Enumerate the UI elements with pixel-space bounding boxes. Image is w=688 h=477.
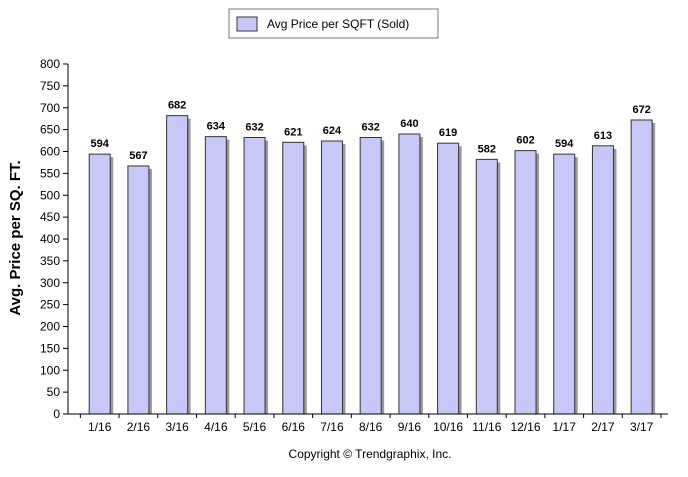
bar-5/16 bbox=[243, 137, 266, 415]
data-label: 624 bbox=[323, 125, 342, 137]
x-tick-label: 8/16 bbox=[359, 420, 383, 434]
x-tick-label: 6/16 bbox=[282, 420, 306, 434]
data-label: 632 bbox=[245, 122, 263, 134]
bar-6/16 bbox=[282, 141, 305, 415]
bar-9/16 bbox=[398, 133, 421, 415]
bar-2/16 bbox=[127, 165, 150, 415]
bar-series: 594 567 682 634 632 621 624 632 640 619 582 602 594 6… bbox=[88, 100, 656, 415]
data-label: 582 bbox=[478, 143, 496, 155]
y-tick-label: 50 bbox=[47, 385, 61, 399]
y-axis-label: Avg. Price per SQ. FT. bbox=[7, 160, 24, 315]
data-label: 613 bbox=[594, 130, 612, 142]
data-label: 682 bbox=[168, 100, 186, 112]
bar-1/16 bbox=[88, 153, 111, 415]
y-tick-label: 400 bbox=[40, 232, 60, 246]
y-tick-label: 100 bbox=[40, 363, 60, 377]
data-label: 621 bbox=[284, 126, 302, 138]
y-tick-label: 800 bbox=[40, 57, 60, 71]
data-label: 594 bbox=[555, 138, 574, 150]
bar-8/16 bbox=[359, 137, 382, 415]
x-tick-label: 5/16 bbox=[243, 420, 267, 434]
y-tick-label: 500 bbox=[40, 188, 60, 202]
y-tick-label: 250 bbox=[40, 298, 60, 312]
bar-4/16 bbox=[204, 136, 227, 415]
x-tick-label: 2/17 bbox=[591, 420, 615, 434]
x-tick-label: 2/16 bbox=[127, 420, 151, 434]
y-tick-label: 200 bbox=[40, 320, 60, 334]
y-tick-label: 600 bbox=[40, 145, 60, 159]
y-axis: 0 50 100 150 200 250 300 350 400 450 500 550 600 650 7… bbox=[40, 57, 68, 421]
copyright-note: Copyright © Trendgraphix, Inc. bbox=[289, 447, 452, 461]
data-label: 672 bbox=[632, 104, 650, 116]
y-tick-label: 750 bbox=[40, 79, 60, 93]
bar-3/16 bbox=[166, 115, 189, 415]
y-tick-label: 650 bbox=[40, 123, 60, 137]
x-tick-label: 10/16 bbox=[433, 420, 463, 434]
bar-3/17 bbox=[630, 119, 653, 415]
x-tick-label: 7/16 bbox=[320, 420, 344, 434]
x-tick-label: 1/16 bbox=[88, 420, 112, 434]
x-tick-label: 1/17 bbox=[553, 420, 577, 434]
y-tick-label: 300 bbox=[40, 276, 60, 290]
y-tick-label: 0 bbox=[53, 407, 60, 421]
legend-box bbox=[228, 8, 439, 39]
bar-1/17 bbox=[553, 153, 576, 415]
data-label: 594 bbox=[91, 138, 110, 150]
bar-11/16 bbox=[475, 158, 498, 415]
x-tick-label: 11/16 bbox=[472, 420, 501, 434]
x-tick-label: 9/16 bbox=[398, 420, 422, 434]
x-tick-label: 4/16 bbox=[204, 420, 228, 434]
data-label: 632 bbox=[361, 122, 379, 134]
bar-7/16 bbox=[320, 140, 343, 415]
y-tick-label: 150 bbox=[40, 341, 60, 355]
data-label: 602 bbox=[516, 135, 534, 147]
bar-12/16 bbox=[514, 150, 537, 415]
y-tick-label: 450 bbox=[40, 210, 60, 224]
data-label: 567 bbox=[129, 150, 147, 162]
bar-10/16 bbox=[437, 142, 460, 415]
legend: Avg Price per SQFT (Sold) bbox=[228, 8, 439, 39]
legend-swatch bbox=[236, 16, 258, 32]
y-tick-label: 700 bbox=[40, 101, 60, 115]
x-axis: 1/16 2/16 3/16 4/16 5/16 6/16 7/16 8/16 9/16 10/1… bbox=[79, 414, 662, 434]
y-tick-label: 350 bbox=[40, 254, 60, 268]
bar-2/17 bbox=[591, 145, 614, 415]
legend-label: Avg Price per SQFT (Sold) bbox=[267, 17, 409, 31]
x-tick-label: 3/16 bbox=[165, 420, 189, 434]
data-label: 640 bbox=[400, 118, 418, 130]
data-label: 619 bbox=[439, 127, 457, 139]
y-tick-label: 550 bbox=[40, 166, 60, 180]
x-tick-label: 3/17 bbox=[630, 420, 654, 434]
x-tick-label: 12/16 bbox=[511, 420, 541, 434]
data-label: 634 bbox=[207, 121, 226, 133]
